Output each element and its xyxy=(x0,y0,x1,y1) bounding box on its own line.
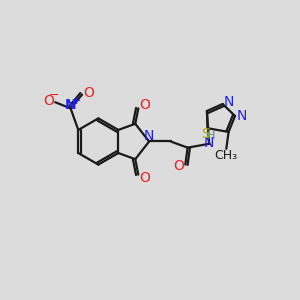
Text: CH₃: CH₃ xyxy=(215,148,238,161)
Text: N: N xyxy=(224,95,234,109)
Text: H: H xyxy=(207,131,216,141)
Text: S: S xyxy=(201,128,210,141)
Text: N: N xyxy=(237,109,247,123)
Text: O: O xyxy=(173,159,184,173)
Text: N: N xyxy=(204,136,214,150)
Text: O: O xyxy=(139,98,150,112)
Text: O: O xyxy=(44,94,55,108)
Text: −: − xyxy=(48,89,59,102)
Text: O: O xyxy=(139,171,150,185)
Text: O: O xyxy=(83,86,94,100)
Text: N: N xyxy=(144,129,154,143)
Text: N: N xyxy=(65,98,76,112)
Text: +: + xyxy=(72,96,82,106)
